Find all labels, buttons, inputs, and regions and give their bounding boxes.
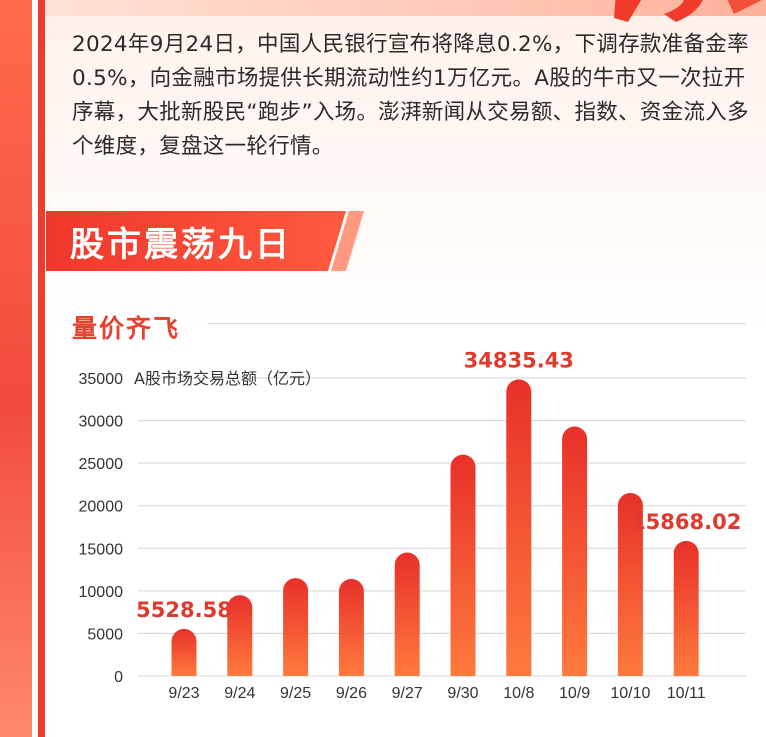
- left-accent-stripe: [38, 0, 45, 737]
- subsection-title: 量价齐飞: [72, 314, 181, 343]
- chart-title: A股市场交易总额（亿元）: [134, 369, 321, 388]
- data-label: 15868.02: [631, 510, 741, 534]
- x-tick-label: 9/30: [447, 685, 478, 702]
- bars: [171, 379, 699, 676]
- brush-stroke-decoration: [614, 0, 762, 22]
- y-tick-label: 30000: [79, 414, 124, 431]
- x-tick-label: 9/26: [336, 685, 367, 702]
- y-axis-ticks: 0 5000 10000 15000 20000 25000 30000 35000: [79, 371, 124, 686]
- intro-paragraph: 2024年9月24日，中国人民银行宣布将降息0.2%，下调存款准备金率0.5%，…: [72, 32, 749, 159]
- section-title-banner: 股市震荡九日: [46, 211, 368, 271]
- y-tick-label: 25000: [79, 456, 124, 473]
- subsection-divider: [208, 323, 746, 324]
- y-tick-label: 35000: [79, 371, 124, 388]
- x-tick-label: 9/25: [280, 685, 311, 702]
- left-accent-bar: [0, 0, 32, 737]
- section-title-banner-shape: [46, 211, 364, 271]
- bar-10-11: [673, 540, 699, 676]
- x-tick-label: 10/8: [503, 685, 534, 702]
- data-label: 5528.58: [136, 598, 232, 622]
- x-tick-label: 9/24: [224, 685, 255, 702]
- x-tick-label: 9/27: [392, 685, 423, 702]
- y-tick-label: 5000: [87, 626, 123, 643]
- bar-9-23: [171, 628, 197, 676]
- y-tick-label: 0: [114, 669, 123, 686]
- bar-10-8: [506, 379, 532, 676]
- bar-9-25: [283, 578, 309, 676]
- bar-9-27: [394, 552, 420, 676]
- bar-10-10: [617, 492, 643, 676]
- bar-9-26: [338, 578, 364, 676]
- y-tick-label: 15000: [79, 541, 124, 558]
- top-decorative-strip: [0, 0, 766, 16]
- data-label: 34835.43: [464, 348, 574, 372]
- section-title: 股市震荡九日: [70, 225, 292, 265]
- y-tick-label: 10000: [79, 584, 124, 601]
- x-axis-ticks: 9/23 9/24 9/25 9/26 9/27 9/30 10/8 10/9 10/10 10/…: [168, 685, 705, 702]
- x-tick-label: 10/11: [667, 685, 706, 702]
- x-tick-label: 10/10: [610, 685, 650, 702]
- left-accent-gap: [32, 0, 42, 737]
- gridlines: [138, 377, 746, 677]
- bar-9-30: [450, 454, 476, 676]
- bar-10-9: [562, 426, 588, 676]
- bar-9-24: [227, 595, 253, 676]
- data-labels: 5528.58 34835.43 15868.02: [136, 348, 741, 622]
- x-tick-label: 9/23: [168, 685, 199, 702]
- x-tick-label: 10/9: [559, 685, 590, 702]
- y-tick-label: 20000: [79, 499, 124, 516]
